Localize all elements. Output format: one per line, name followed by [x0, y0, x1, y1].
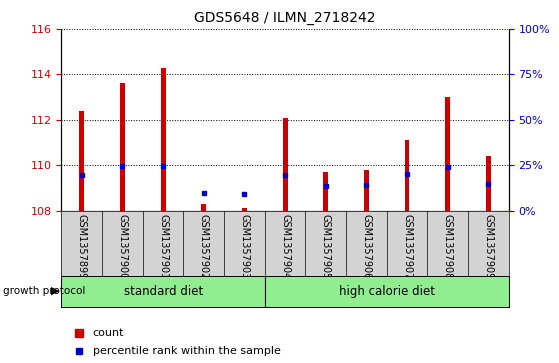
Text: GSM1357908: GSM1357908: [443, 214, 453, 279]
Text: GSM1357901: GSM1357901: [158, 214, 168, 279]
Bar: [486, 156, 491, 211]
Bar: [405, 140, 410, 211]
Text: GSM1357907: GSM1357907: [402, 214, 412, 279]
Title: GDS5648 / ILMN_2718242: GDS5648 / ILMN_2718242: [195, 11, 376, 25]
Text: high calorie diet: high calorie diet: [339, 285, 435, 298]
Text: GSM1357904: GSM1357904: [280, 214, 290, 279]
Text: count: count: [93, 328, 124, 338]
Text: GSM1357900: GSM1357900: [117, 214, 127, 279]
Text: GSM1357902: GSM1357902: [199, 214, 209, 279]
Text: GSM1357903: GSM1357903: [239, 214, 249, 279]
Text: GSM1357905: GSM1357905: [321, 214, 331, 279]
Bar: [446, 97, 450, 211]
Text: GSM1357906: GSM1357906: [362, 214, 371, 279]
Bar: [283, 118, 287, 211]
Text: growth protocol: growth protocol: [3, 286, 85, 296]
Text: ▶: ▶: [50, 286, 59, 296]
Bar: [201, 204, 206, 211]
Bar: [120, 83, 125, 211]
Bar: [160, 68, 165, 211]
Bar: [242, 208, 247, 211]
Bar: [364, 170, 369, 211]
Text: percentile rank within the sample: percentile rank within the sample: [93, 346, 281, 356]
Bar: [323, 172, 328, 211]
Text: GSM1357899: GSM1357899: [77, 214, 87, 279]
Text: GSM1357909: GSM1357909: [484, 214, 494, 279]
Bar: [79, 111, 84, 211]
Text: standard diet: standard diet: [124, 285, 203, 298]
